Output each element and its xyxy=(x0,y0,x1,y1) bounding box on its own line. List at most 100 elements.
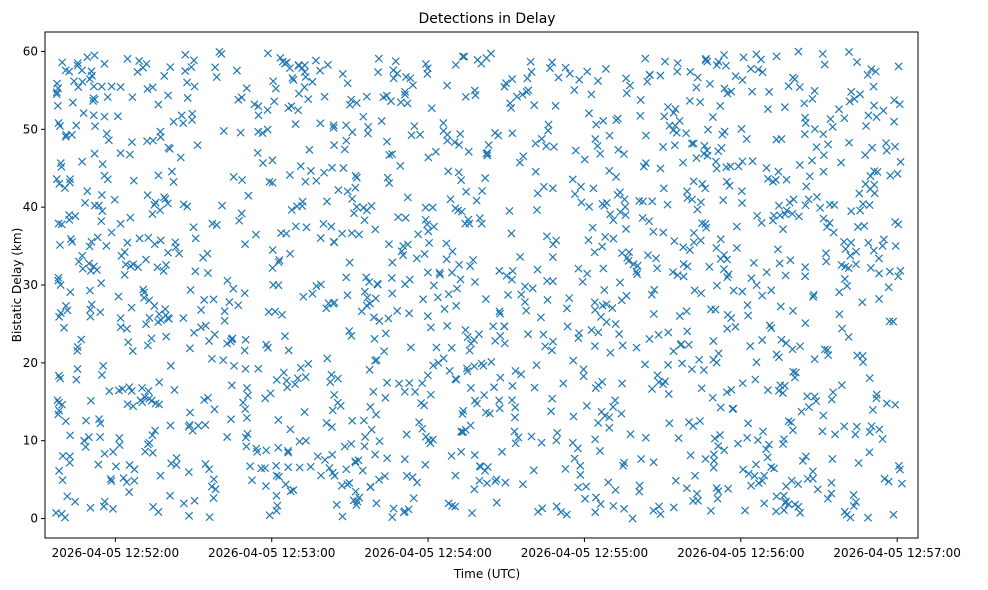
data-point xyxy=(364,122,373,131)
data-point xyxy=(85,242,94,251)
data-point xyxy=(96,433,105,442)
data-point xyxy=(659,228,668,237)
data-point xyxy=(263,125,272,134)
data-point xyxy=(720,50,729,60)
data-point xyxy=(861,150,870,160)
data-point xyxy=(722,388,731,397)
data-point xyxy=(606,210,615,219)
data-point xyxy=(638,213,647,223)
data-point xyxy=(385,150,394,160)
data-point xyxy=(692,489,701,498)
data-point xyxy=(179,200,188,209)
data-point xyxy=(830,200,839,210)
data-point xyxy=(612,116,621,125)
y-tick-label: 10 xyxy=(23,434,38,448)
data-point xyxy=(481,466,490,475)
data-point xyxy=(108,504,118,513)
data-point xyxy=(167,459,176,468)
data-point xyxy=(800,99,809,108)
data-point xyxy=(445,366,454,375)
data-point xyxy=(373,280,382,289)
data-point xyxy=(306,462,315,471)
data-point xyxy=(342,465,351,474)
data-point xyxy=(188,115,197,124)
data-point xyxy=(472,196,481,205)
data-point xyxy=(840,114,849,123)
data-point xyxy=(601,64,610,73)
data-point xyxy=(169,177,178,186)
data-point xyxy=(338,229,347,238)
data-point xyxy=(263,49,272,58)
data-point xyxy=(421,460,430,469)
data-point xyxy=(179,119,188,128)
data-point xyxy=(723,273,732,282)
data-point xyxy=(782,206,791,215)
data-point xyxy=(671,121,680,130)
data-point xyxy=(349,209,358,218)
data-point xyxy=(141,255,150,264)
data-point xyxy=(716,403,725,412)
data-point xyxy=(835,310,844,319)
data-point xyxy=(859,358,868,367)
data-point xyxy=(825,218,834,227)
data-point xyxy=(100,171,109,180)
data-point xyxy=(754,479,763,488)
data-point xyxy=(674,434,683,443)
data-point xyxy=(636,95,645,104)
data-point xyxy=(60,513,70,522)
data-point xyxy=(363,293,372,302)
data-point xyxy=(140,293,149,302)
data-point xyxy=(641,433,650,442)
data-point xyxy=(621,211,630,220)
data-point xyxy=(788,345,797,354)
data-point xyxy=(683,193,692,203)
data-point xyxy=(872,113,881,122)
data-point xyxy=(723,89,732,98)
data-point xyxy=(129,176,138,185)
data-point xyxy=(548,253,557,262)
data-point xyxy=(834,105,843,114)
data-point xyxy=(70,77,79,86)
data-point xyxy=(283,383,292,392)
data-point xyxy=(831,430,840,439)
data-point xyxy=(104,136,113,145)
data-point xyxy=(308,77,317,86)
data-point xyxy=(291,222,300,231)
data-point xyxy=(419,295,428,304)
data-point xyxy=(779,225,788,234)
data-point xyxy=(330,141,339,150)
data-point xyxy=(576,461,585,470)
data-point xyxy=(548,394,557,403)
data-point xyxy=(408,81,417,90)
data-point xyxy=(467,339,476,348)
data-point xyxy=(587,90,596,99)
data-point xyxy=(181,50,190,59)
data-point xyxy=(576,470,585,479)
x-tick-label: 2026-04-05 12:55:00 xyxy=(521,546,648,560)
data-point xyxy=(626,430,635,439)
data-point xyxy=(693,205,702,214)
data-point xyxy=(530,383,539,392)
data-point xyxy=(591,493,600,502)
data-point xyxy=(686,451,695,460)
data-point xyxy=(617,296,626,305)
data-point xyxy=(242,84,251,93)
data-point xyxy=(78,251,87,260)
data-point xyxy=(855,189,864,198)
data-point xyxy=(164,91,173,100)
data-point xyxy=(582,482,591,491)
data-point xyxy=(795,160,804,170)
data-point xyxy=(689,139,698,148)
data-point xyxy=(100,112,109,121)
data-point xyxy=(236,128,245,137)
data-point xyxy=(278,310,287,319)
data-point xyxy=(715,431,724,440)
data-point xyxy=(89,82,98,91)
data-point xyxy=(207,354,216,363)
x-tick-label: 2026-04-05 12:54:00 xyxy=(364,546,491,560)
data-point xyxy=(444,167,453,176)
data-point xyxy=(744,419,753,428)
data-point xyxy=(343,187,352,196)
data-point xyxy=(890,117,899,126)
data-point xyxy=(679,243,688,252)
